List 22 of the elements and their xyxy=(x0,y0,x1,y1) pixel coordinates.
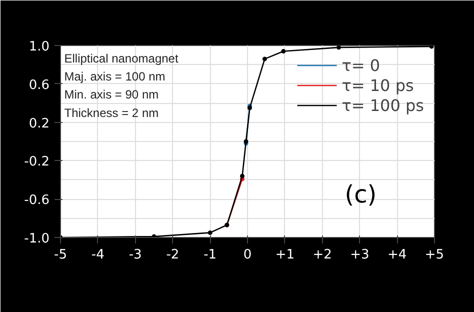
x-tick-label: +3 xyxy=(350,248,370,262)
legend-label: τ= 0 xyxy=(342,56,380,74)
y-tick-label: 1.0 xyxy=(28,40,50,54)
x-tick-label: 0 xyxy=(243,248,252,262)
annotation: (c) xyxy=(344,180,377,209)
x-tick-label: -3 xyxy=(128,248,142,262)
y-tick-label: -0.2 xyxy=(24,154,50,170)
x-tick-label: -5 xyxy=(54,248,67,262)
x-tick-label: +4 xyxy=(388,248,407,262)
legend-label: τ= 100 ps xyxy=(342,96,424,114)
x-tick-label: -2 xyxy=(166,248,180,262)
x-tick-label: +2 xyxy=(312,248,332,262)
annotation: Elliptical nanomagnet Maj. axis = 100 nm Min. axis = 90 nm Thickness = 2 nm xyxy=(64,51,179,120)
x-tick-label: -1 xyxy=(204,248,217,262)
y-tick-label: -1.0 xyxy=(24,232,50,246)
y-tick-label: -0.6 xyxy=(24,193,50,208)
x-tick-label: +1 xyxy=(275,248,294,262)
x-tick-label: +5 xyxy=(424,248,444,262)
legend-label: τ= 10 ps xyxy=(342,76,414,94)
y-tick-label: 0.6 xyxy=(28,78,50,93)
y-tick-label: 0.2 xyxy=(28,116,50,132)
x-tick-label: -4 xyxy=(91,248,104,262)
